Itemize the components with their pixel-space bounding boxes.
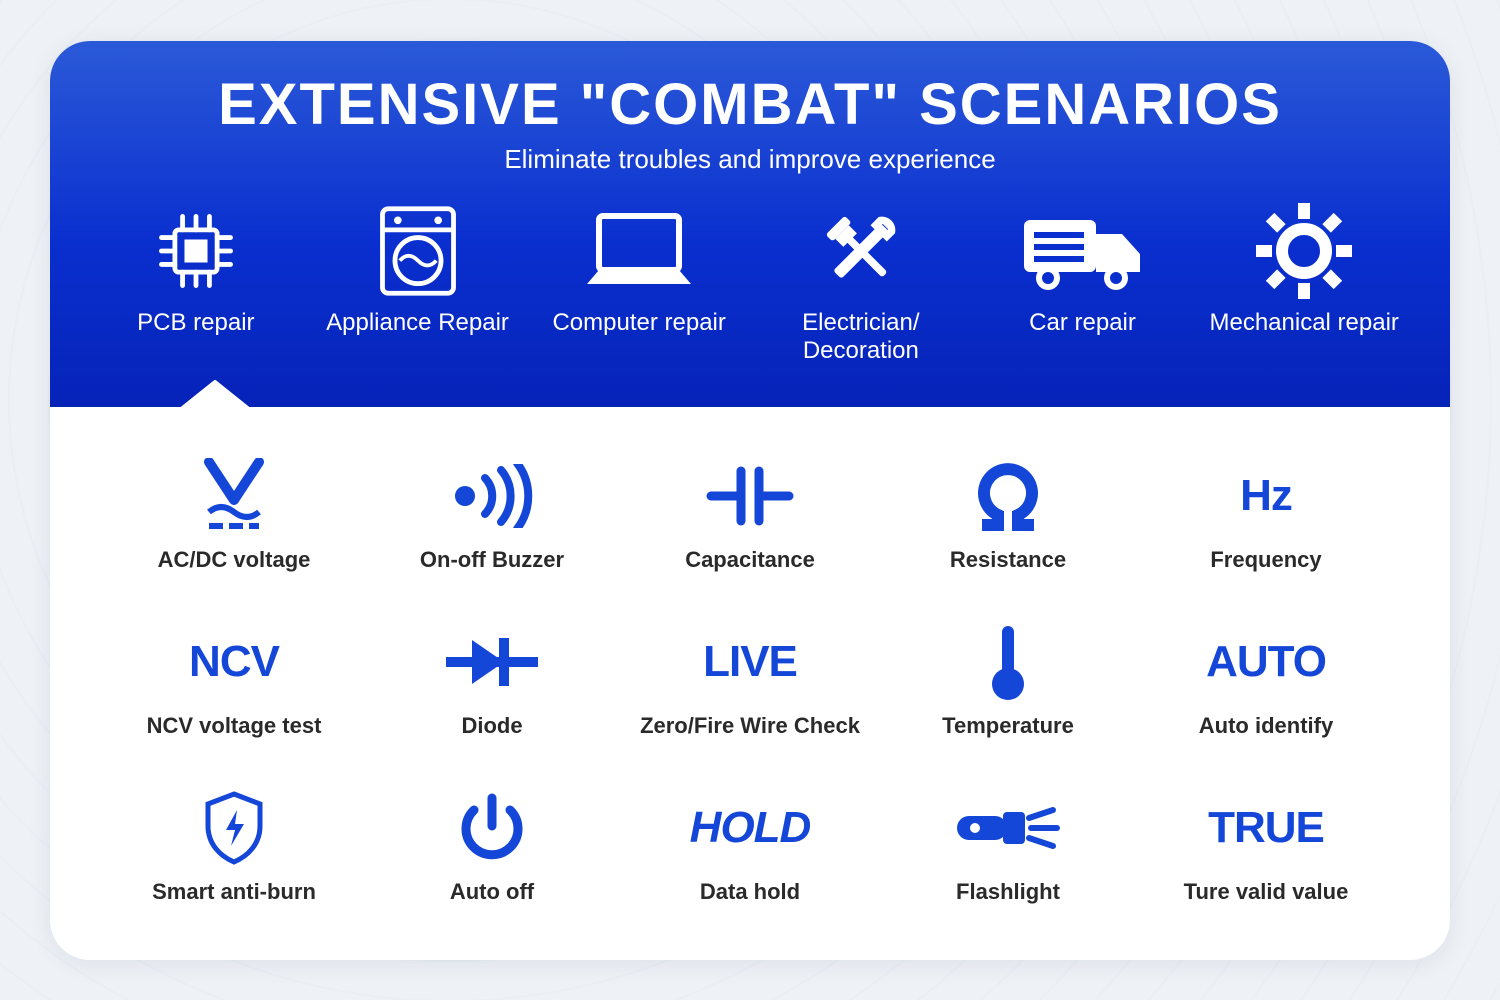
feature-voltage: AC/DC voltage	[110, 457, 358, 573]
infographic-card: EXTENSIVE "COMBAT" SCENARIOS Eliminate t…	[50, 41, 1450, 960]
feature-antiburn: Smart anti-burn	[110, 789, 358, 905]
scenario-mechanical: Mechanical repair	[1198, 203, 1410, 367]
hero-title: EXTENSIVE "COMBAT" SCENARIOS	[90, 71, 1410, 138]
feature-label: AC/DC voltage	[158, 547, 311, 573]
feature-label: Diode	[461, 713, 522, 739]
feature-capacitance: Capacitance	[626, 457, 874, 573]
laptop-icon	[579, 203, 699, 299]
feature-icon-text: Hz	[1240, 471, 1292, 521]
feature-resistance: Resistance	[884, 457, 1132, 573]
scenario-computer: Computer repair	[533, 203, 745, 367]
hz-text-icon: Hz	[1240, 457, 1292, 535]
feature-ncv: NCV NCV voltage test	[110, 623, 358, 739]
feature-label: Capacitance	[685, 547, 815, 573]
thermometer-icon	[988, 623, 1028, 701]
feature-buzzer: On-off Buzzer	[368, 457, 616, 573]
scenario-electrician: Electrician/ Decoration	[755, 203, 967, 367]
feature-icon-text: NCV	[189, 637, 279, 687]
feature-label: NCV voltage test	[147, 713, 322, 739]
feature-icon-text: TRUE	[1208, 803, 1324, 853]
live-text-icon: LIVE	[703, 623, 797, 701]
scenario-label: Electrician/ Decoration	[755, 309, 967, 367]
feature-icon-text: HOLD	[690, 803, 811, 853]
scenario-car: Car repair	[977, 203, 1189, 367]
feature-live: LIVE Zero/Fire Wire Check	[626, 623, 874, 739]
auto-text-icon: AUTO	[1206, 623, 1326, 701]
feature-hold: HOLD Data hold	[626, 789, 874, 905]
feature-label: Auto off	[450, 879, 534, 905]
feature-icon-text: LIVE	[703, 637, 797, 687]
feature-label: Ture valid value	[1184, 879, 1349, 905]
feature-temperature: Temperature	[884, 623, 1132, 739]
shield-bolt-icon	[202, 789, 266, 867]
feature-auto: AUTO Auto identify	[1142, 623, 1390, 739]
hold-text-icon: HOLD	[690, 789, 811, 867]
true-text-icon: TRUE	[1208, 789, 1324, 867]
feature-label: Flashlight	[956, 879, 1060, 905]
feature-label: Zero/Fire Wire Check	[640, 713, 860, 739]
feature-label: Data hold	[700, 879, 800, 905]
feature-label: Temperature	[942, 713, 1074, 739]
feature-label: Frequency	[1210, 547, 1321, 573]
tools-icon	[811, 203, 911, 299]
feature-label: Smart anti-burn	[152, 879, 316, 905]
scenario-label: Car repair	[1029, 309, 1136, 367]
scenario-label: PCB repair	[137, 309, 254, 367]
feature-grid: AC/DC voltage On-off Buzzer	[50, 407, 1450, 960]
feature-icon-text: AUTO	[1206, 637, 1326, 687]
scenario-pcb: PCB repair	[90, 203, 302, 367]
flashlight-icon	[953, 789, 1063, 867]
diode-icon	[442, 623, 542, 701]
feature-label: Resistance	[950, 547, 1066, 573]
hero-subtitle: Eliminate troubles and improve experienc…	[90, 144, 1410, 175]
scenario-row: PCB repair Appliance Repair	[90, 203, 1410, 367]
feature-true: TRUE Ture valid value	[1142, 789, 1390, 905]
ohm-icon	[972, 457, 1044, 535]
feature-diode: Diode	[368, 623, 616, 739]
feature-flashlight: Flashlight	[884, 789, 1132, 905]
truck-icon	[1018, 203, 1148, 299]
scenario-label: Mechanical repair	[1209, 309, 1398, 367]
scenario-appliance: Appliance Repair	[312, 203, 524, 367]
power-icon	[458, 789, 526, 867]
capacitor-icon	[705, 457, 795, 535]
feature-autooff: Auto off	[368, 789, 616, 905]
scenario-label: Computer repair	[552, 309, 725, 367]
hero-panel: EXTENSIVE "COMBAT" SCENARIOS Eliminate t…	[50, 41, 1450, 407]
feature-label: On-off Buzzer	[420, 547, 564, 573]
feature-frequency: Hz Frequency	[1142, 457, 1390, 573]
ncv-text-icon: NCV	[189, 623, 279, 701]
voltage-icon	[199, 457, 269, 535]
feature-label: Auto identify	[1199, 713, 1333, 739]
buzzer-icon	[449, 457, 535, 535]
scenario-label: Appliance Repair	[326, 309, 509, 367]
gear-icon	[1254, 203, 1354, 299]
chip-icon	[148, 203, 244, 299]
washer-icon	[373, 203, 463, 299]
